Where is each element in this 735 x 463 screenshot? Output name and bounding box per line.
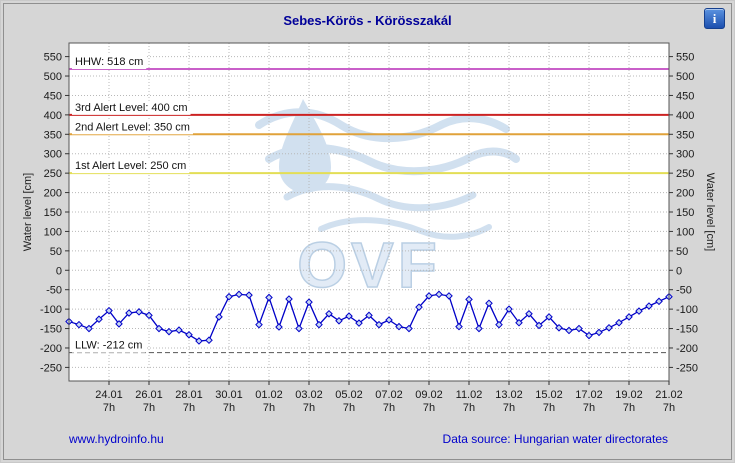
svg-text:7h: 7h xyxy=(103,402,115,414)
svg-text:3rd Alert Level: 400 cm: 3rd Alert Level: 400 cm xyxy=(75,102,188,114)
svg-text:500: 500 xyxy=(44,71,62,83)
reference-line-label: 2nd Alert Level: 350 cm xyxy=(72,120,193,135)
svg-text:450: 450 xyxy=(44,90,62,102)
svg-text:350: 350 xyxy=(676,129,694,141)
svg-text:500: 500 xyxy=(676,71,694,83)
svg-text:450: 450 xyxy=(676,90,694,102)
svg-text:-50: -50 xyxy=(676,285,692,297)
svg-text:7h: 7h xyxy=(623,402,635,414)
svg-text:150: 150 xyxy=(676,207,694,219)
svg-text:-250: -250 xyxy=(40,362,62,374)
reference-line-label: 1st Alert Level: 250 cm xyxy=(72,159,190,174)
svg-text:-100: -100 xyxy=(40,304,62,316)
svg-text:7h: 7h xyxy=(183,402,195,414)
svg-text:7h: 7h xyxy=(463,402,475,414)
svg-text:26.01: 26.01 xyxy=(135,389,163,401)
reference-line-label: 3rd Alert Level: 400 cm xyxy=(72,100,191,115)
svg-text:0: 0 xyxy=(676,265,682,277)
svg-text:09.02: 09.02 xyxy=(415,389,443,401)
y-axis-title-left: Water level [cm] xyxy=(22,173,34,251)
svg-text:7h: 7h xyxy=(663,402,675,414)
svg-text:28.01: 28.01 xyxy=(175,389,203,401)
axis-labels: -250 -250 -200 -200 -150 -150 -100 -100 -50 -50 0 0… xyxy=(40,52,698,414)
info-icon[interactable]: i xyxy=(704,8,725,29)
hydroinfo-link[interactable]: www.hydroinfo.hu xyxy=(69,432,164,446)
data-source-text: Data source: Hungarian water directorate… xyxy=(442,432,668,446)
svg-text:11.02: 11.02 xyxy=(456,389,483,401)
svg-text:350: 350 xyxy=(44,129,62,141)
svg-text:7h: 7h xyxy=(343,402,355,414)
svg-text:50: 50 xyxy=(676,246,688,258)
svg-text:7h: 7h xyxy=(303,402,315,414)
svg-text:100: 100 xyxy=(44,226,62,238)
chart-grid xyxy=(69,43,670,381)
svg-text:-50: -50 xyxy=(46,285,62,297)
svg-text:07.02: 07.02 xyxy=(375,389,403,401)
svg-text:0: 0 xyxy=(56,265,62,277)
svg-text:550: 550 xyxy=(44,52,62,64)
svg-text:150: 150 xyxy=(44,207,62,219)
chart-title: Sebes-Körös - Körösszakál xyxy=(283,13,452,28)
reference-line-label: LLW: -212 cm xyxy=(72,338,146,353)
svg-text:7h: 7h xyxy=(223,402,235,414)
svg-text:13.02: 13.02 xyxy=(495,389,523,401)
svg-text:550: 550 xyxy=(676,52,694,64)
svg-text:7h: 7h xyxy=(543,402,555,414)
svg-text:HHW: 518 cm: HHW: 518 cm xyxy=(75,56,143,68)
svg-text:1st Alert Level: 250 cm: 1st Alert Level: 250 cm xyxy=(75,160,186,172)
svg-text:01.02: 01.02 xyxy=(255,389,283,401)
svg-text:05.02: 05.02 xyxy=(335,389,363,401)
svg-text:-100: -100 xyxy=(676,304,698,316)
svg-text:21.02: 21.02 xyxy=(655,389,683,401)
svg-text:19.02: 19.02 xyxy=(615,389,643,401)
svg-text:-200: -200 xyxy=(676,343,698,355)
svg-text:LLW: -212 cm: LLW: -212 cm xyxy=(75,340,142,352)
svg-text:400: 400 xyxy=(44,110,62,122)
svg-text:15.02: 15.02 xyxy=(535,389,563,401)
svg-text:100: 100 xyxy=(676,226,694,238)
svg-text:7h: 7h xyxy=(423,402,435,414)
svg-text:-150: -150 xyxy=(676,324,698,336)
svg-text:300: 300 xyxy=(44,149,62,161)
svg-text:17.02: 17.02 xyxy=(575,389,603,401)
footer: www.hydroinfo.hu Data source: Hungarian … xyxy=(69,432,668,446)
svg-text:30.01: 30.01 xyxy=(215,389,243,401)
svg-text:03.02: 03.02 xyxy=(295,389,323,401)
svg-text:2nd Alert Level: 350 cm: 2nd Alert Level: 350 cm xyxy=(75,121,190,133)
svg-text:7h: 7h xyxy=(263,402,275,414)
svg-text:200: 200 xyxy=(44,188,62,200)
svg-text:200: 200 xyxy=(676,188,694,200)
reference-lines: HHW: 518 cm 3rd Alert Level: 400 cm 2nd Al… xyxy=(69,55,669,354)
reference-line-label: HHW: 518 cm xyxy=(72,55,147,70)
svg-text:400: 400 xyxy=(676,110,694,122)
y-axis-title-right: Water level [cm] xyxy=(704,173,716,251)
svg-text:-150: -150 xyxy=(40,324,62,336)
svg-text:50: 50 xyxy=(50,246,62,258)
svg-text:7h: 7h xyxy=(583,402,595,414)
svg-text:250: 250 xyxy=(676,168,694,180)
svg-text:-200: -200 xyxy=(40,343,62,355)
svg-text:7h: 7h xyxy=(143,402,155,414)
svg-text:7h: 7h xyxy=(383,402,395,414)
svg-text:300: 300 xyxy=(676,149,694,161)
svg-text:-250: -250 xyxy=(676,362,698,374)
svg-text:250: 250 xyxy=(44,168,62,180)
svg-text:24.01: 24.01 xyxy=(95,389,123,401)
svg-text:7h: 7h xyxy=(503,402,515,414)
